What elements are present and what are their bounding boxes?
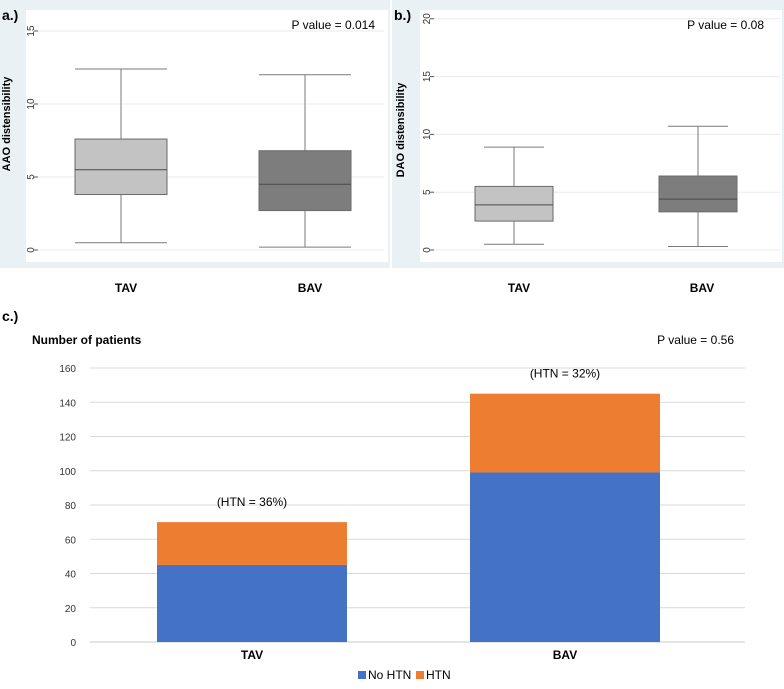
legend-label-htn: HTN [426, 668, 451, 682]
bar-tav-no-htn [157, 564, 347, 642]
y-tick-label: 15 [26, 25, 37, 37]
iqr-box [658, 175, 738, 213]
panel-c-label: c.) [2, 308, 18, 324]
category-label-a-bav: BAV [298, 281, 322, 295]
y-tick-label: 5 [26, 174, 37, 180]
y-tick-label: 5 [422, 189, 433, 195]
y-axis-label-a: AAO distensibility [1, 76, 13, 172]
y-tick-label: 20 [422, 13, 433, 25]
y-tick-label: 20 [65, 604, 77, 615]
chart-title-c: Number of patients [32, 333, 142, 347]
plot-area-b [420, 10, 782, 262]
category-label-a-tav: TAV [115, 281, 137, 295]
p-value-b: P value = 0.08 [687, 18, 764, 32]
y-tick-label: 10 [26, 98, 37, 110]
boxes-a [74, 68, 352, 248]
x-tick-tav: TAV [241, 648, 263, 662]
panel-a-label: a.) [2, 7, 18, 23]
box-tav [474, 146, 554, 245]
legend-swatch-no-htn [358, 671, 366, 679]
bars-c [157, 393, 660, 642]
p-value-a: P value = 0.014 [291, 18, 375, 32]
iqr-box [474, 185, 554, 222]
y-tick-label: 160 [59, 364, 76, 375]
bar-bav-htn [470, 393, 660, 473]
y-tick-label: 80 [65, 501, 77, 512]
box-bav [258, 74, 352, 248]
box-plot-category-labels: TAV BAV TAV BAV [115, 281, 714, 295]
plot-area-a [26, 10, 388, 262]
annotation-bav: (HTN = 32%) [530, 367, 600, 381]
bar-bav-no-htn [470, 472, 660, 642]
box-tav [74, 68, 168, 244]
aao-box-plot: a.) 0 5 10 15 P value = 0.014 AAO distensib… [1, 7, 388, 262]
bar-tav-htn [157, 522, 347, 565]
iqr-box [74, 138, 168, 196]
y-ticks-b: 0 5 10 15 20 [422, 13, 434, 253]
y-tick-label: 0 [70, 638, 76, 649]
annotation-tav: (HTN = 36%) [217, 495, 287, 509]
category-label-b-tav: TAV [508, 281, 530, 295]
y-tick-label: 10 [422, 128, 433, 140]
y-tick-label: 0 [26, 247, 37, 253]
y-ticks-c: 0 20 40 60 80 100 120 140 160 [59, 364, 76, 649]
y-ticks-a: 0 5 10 15 [26, 25, 38, 253]
box-bav [658, 125, 738, 248]
y-axis-label-b: DAO distensibility [395, 82, 407, 178]
y-tick-label: 60 [65, 535, 77, 546]
stacked-bar-panel: c.) Number of patients P value = 0.56 0 2… [0, 302, 784, 684]
category-label-b-bav: BAV [690, 281, 714, 295]
legend: No HTN HTN [358, 668, 451, 682]
stacked-bar-chart: c.) Number of patients P value = 0.56 0 2… [2, 308, 745, 682]
dao-box-plot: b.) 0 5 10 15 20 P value = 0.08 DAO distensi… [394, 7, 782, 262]
legend-label-no-htn: No HTN [368, 668, 411, 682]
y-tick-label: 140 [59, 398, 76, 409]
p-value-c: P value = 0.56 [657, 333, 734, 347]
iqr-box [258, 150, 352, 212]
y-tick-label: 120 [59, 433, 76, 444]
box-plot-panel-aao: a.) 0 5 10 15 P value = 0.014 AAO distensib… [0, 0, 390, 268]
annotations-c: (HTN = 36%) (HTN = 32%) [217, 367, 600, 509]
legend-swatch-htn [416, 671, 424, 679]
panel-b-label: b.) [394, 7, 411, 23]
y-tick-label: 40 [65, 570, 77, 581]
y-tick-label: 15 [422, 71, 433, 83]
y-tick-label: 100 [59, 467, 76, 478]
boxes-b [474, 125, 738, 248]
grid-b [434, 18, 780, 251]
x-tick-bav: BAV [553, 648, 577, 662]
y-tick-label: 0 [422, 247, 433, 253]
box-plot-panel-dao: b.) 0 5 10 15 20 P value = 0.08 DAO distensi… [392, 0, 784, 268]
